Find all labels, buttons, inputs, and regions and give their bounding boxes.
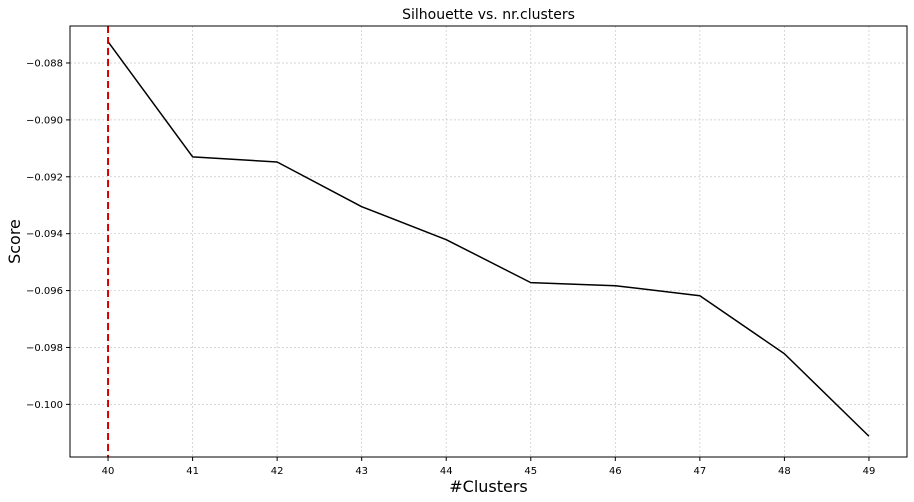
data-layer xyxy=(107,26,870,457)
grid xyxy=(70,26,907,457)
x-tick-label: 48 xyxy=(778,466,791,477)
plot-frame xyxy=(69,25,908,458)
ticks: 40 41 42 43 44 45 46 47 48 49 −0.088 −0.090 −0.092 −0… xyxy=(26,58,875,477)
x-axis-label: #Clusters xyxy=(449,477,528,496)
x-tick-label: 44 xyxy=(440,466,453,477)
y-tick-label: −0.094 xyxy=(26,229,63,240)
x-tick-label: 42 xyxy=(271,466,284,477)
y-tick-label: −0.088 xyxy=(26,58,63,69)
x-tick-label: 47 xyxy=(693,466,706,477)
y-tick-label: −0.096 xyxy=(26,286,63,297)
y-axis-label: Score xyxy=(5,219,24,264)
series-line xyxy=(107,41,870,437)
y-tick-label: −0.098 xyxy=(26,343,63,354)
x-tick-label: 40 xyxy=(102,466,115,477)
chart-title: Silhouette vs. nr.clusters xyxy=(402,7,575,23)
x-tick-label: 43 xyxy=(355,466,368,477)
y-tick-label: −0.090 xyxy=(26,115,63,126)
x-tick-label: 46 xyxy=(609,466,622,477)
y-tick-label: −0.100 xyxy=(26,400,63,411)
x-tick-label: 41 xyxy=(186,466,199,477)
x-tick-label: 49 xyxy=(863,466,876,477)
y-tick-label: −0.092 xyxy=(26,172,63,183)
x-tick-label: 45 xyxy=(524,466,537,477)
